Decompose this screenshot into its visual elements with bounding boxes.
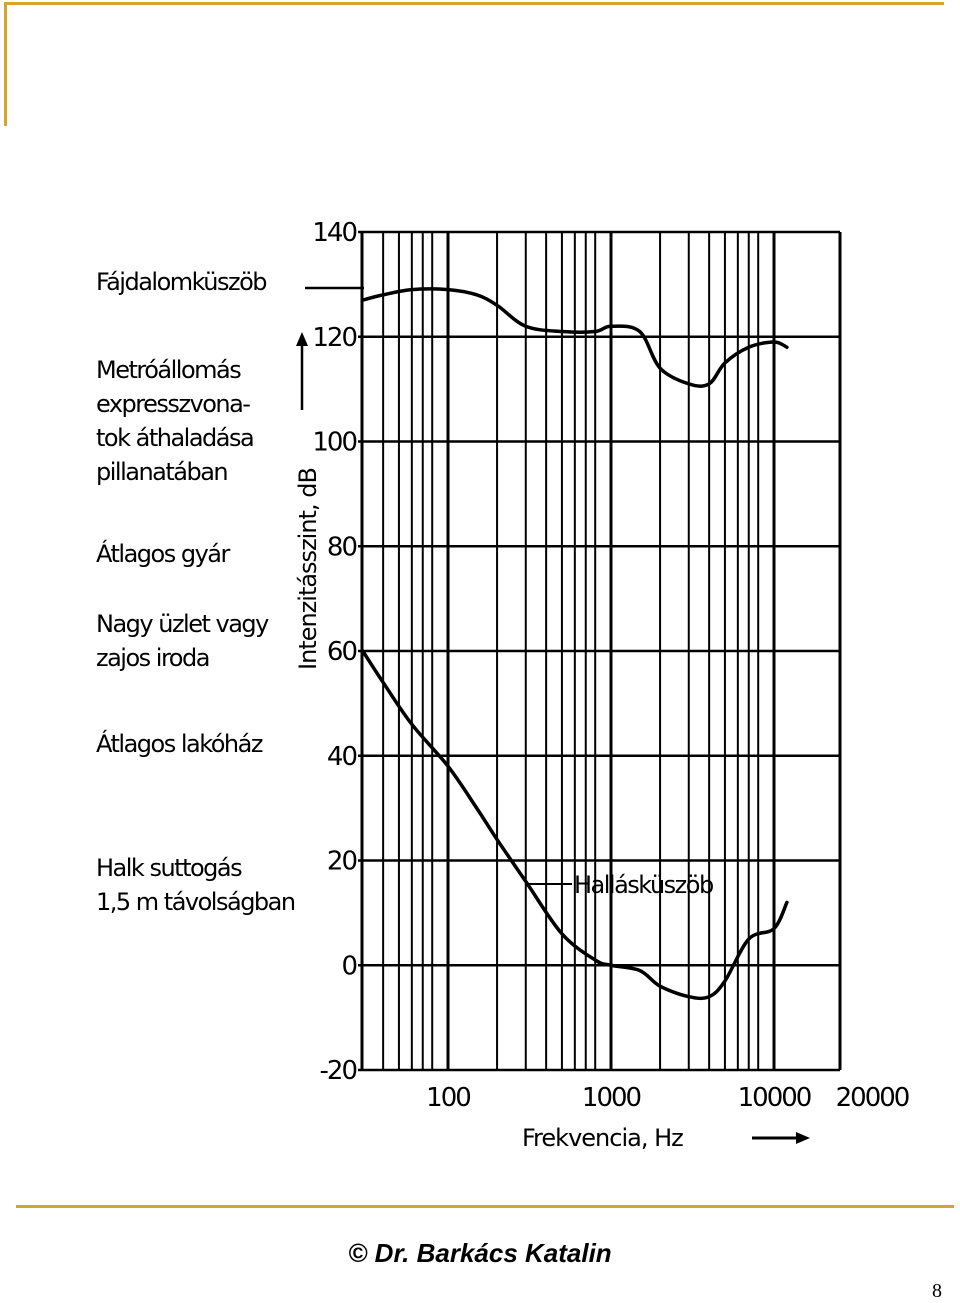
x-tick-label: 10000 — [738, 1083, 811, 1113]
series-group — [361, 287, 789, 1001]
hearing-threshold-label: Hallásküszöb — [574, 871, 713, 899]
page-number: 8 — [932, 1280, 942, 1302]
pain-threshold-curve — [361, 287, 789, 388]
annotation-label: Átlagos gyár — [96, 539, 230, 568]
annotation-label: Fájdalomküszöb — [96, 268, 266, 296]
annotation-label: tok áthaladása — [96, 424, 253, 452]
slide-frame-top — [6, 2, 944, 5]
x-tick-label: 20000 — [836, 1083, 909, 1113]
y-tick-labels: 140 120 100 80 60 40 20 0 -20 — [312, 218, 358, 1086]
slide-frame-left — [4, 2, 7, 126]
annotation-label: Halk suttogás — [96, 854, 242, 882]
hearing-threshold-curve — [361, 649, 789, 1001]
y-tick-label: 40 — [327, 742, 357, 772]
x-tick-label: 100 — [426, 1083, 470, 1113]
y-tick-label: 20 — [327, 847, 357, 877]
annotation-label: pillanatában — [96, 458, 227, 486]
y-tick-label: 140 — [312, 218, 356, 248]
horizontal-gridlines — [358, 230, 840, 1072]
x-tick-label: 1000 — [582, 1083, 641, 1113]
y-tick-label: 100 — [312, 428, 356, 458]
annotation-label: expresszvona- — [96, 390, 250, 418]
annotation-label: Átlagos lakóház — [96, 729, 263, 758]
y-tick-label: 120 — [312, 323, 356, 353]
y-tick-label: 0 — [341, 951, 356, 981]
axis-arrows — [296, 332, 810, 1144]
annotation-label: zajos iroda — [96, 644, 209, 672]
author-credit: © Dr. Barkács Katalin — [348, 1238, 612, 1268]
y-arrow-head — [296, 332, 308, 346]
annotation-labels: Fájdalomküszöb Metróállomás expresszvona-t… — [96, 268, 572, 916]
annotation-label: 1,5 m távolságban — [96, 888, 295, 916]
slide-bottom-rule — [16, 1205, 954, 1208]
annotation-label: Metróállomás — [96, 356, 241, 384]
x-tick-labels: 100 1000 10000 20000 — [426, 1083, 911, 1113]
x-axis-title: Frekvencia, Hz — [522, 1124, 683, 1152]
y-tick-label: 60 — [327, 637, 357, 667]
y-axis-title: Intenzitásszint, dB — [294, 468, 322, 670]
x-arrow-head — [796, 1132, 810, 1144]
y-tick-label: -20 — [320, 1056, 357, 1086]
y-tick-label: 80 — [327, 532, 357, 562]
annotation-label: Nagy üzlet vagy — [96, 610, 269, 638]
